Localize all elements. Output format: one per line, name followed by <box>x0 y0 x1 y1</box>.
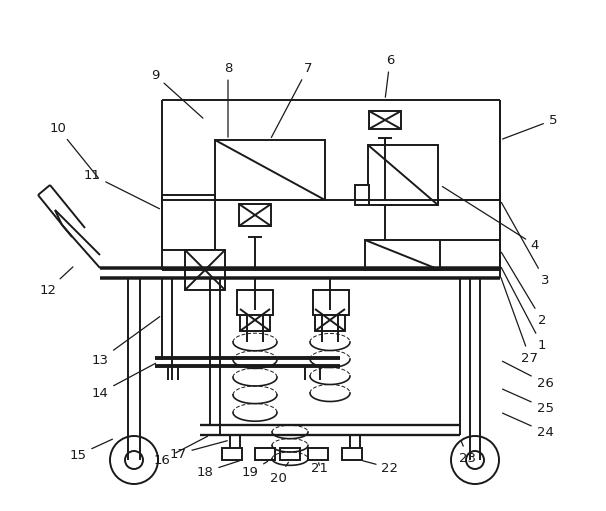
Polygon shape <box>355 185 369 205</box>
Text: 8: 8 <box>224 61 232 137</box>
Text: 22: 22 <box>362 461 399 475</box>
Text: 12: 12 <box>39 267 73 296</box>
Text: 27: 27 <box>501 277 539 364</box>
Text: 15: 15 <box>70 439 113 461</box>
Text: 10: 10 <box>50 122 98 178</box>
Text: 16: 16 <box>153 436 207 467</box>
Polygon shape <box>280 448 300 460</box>
Polygon shape <box>239 204 271 226</box>
Text: 19: 19 <box>242 461 268 478</box>
Text: 1: 1 <box>501 267 546 352</box>
Polygon shape <box>237 290 273 315</box>
Text: 18: 18 <box>196 461 239 478</box>
Text: 4: 4 <box>442 187 539 251</box>
Text: 23: 23 <box>459 440 476 464</box>
Polygon shape <box>342 448 362 460</box>
Polygon shape <box>255 448 275 460</box>
Polygon shape <box>368 145 438 205</box>
Text: 20: 20 <box>270 462 288 484</box>
Polygon shape <box>240 309 270 331</box>
Polygon shape <box>308 448 328 460</box>
Text: 13: 13 <box>92 317 160 366</box>
Text: 25: 25 <box>502 389 553 414</box>
Text: 7: 7 <box>271 61 312 137</box>
Text: 14: 14 <box>92 363 156 400</box>
Text: 24: 24 <box>502 413 553 438</box>
Polygon shape <box>315 309 345 331</box>
Text: 9: 9 <box>151 68 203 118</box>
Text: 21: 21 <box>311 461 328 475</box>
Polygon shape <box>222 448 242 460</box>
Text: 6: 6 <box>385 54 394 97</box>
Polygon shape <box>215 140 325 200</box>
Polygon shape <box>365 240 440 270</box>
Text: 2: 2 <box>501 252 546 327</box>
Polygon shape <box>313 290 349 315</box>
Text: 5: 5 <box>502 113 558 139</box>
Polygon shape <box>185 250 225 290</box>
Text: 11: 11 <box>84 169 159 209</box>
Text: 3: 3 <box>501 202 549 287</box>
Text: 17: 17 <box>170 440 227 460</box>
Polygon shape <box>369 111 401 129</box>
Polygon shape <box>162 195 215 250</box>
Text: 26: 26 <box>502 361 553 389</box>
